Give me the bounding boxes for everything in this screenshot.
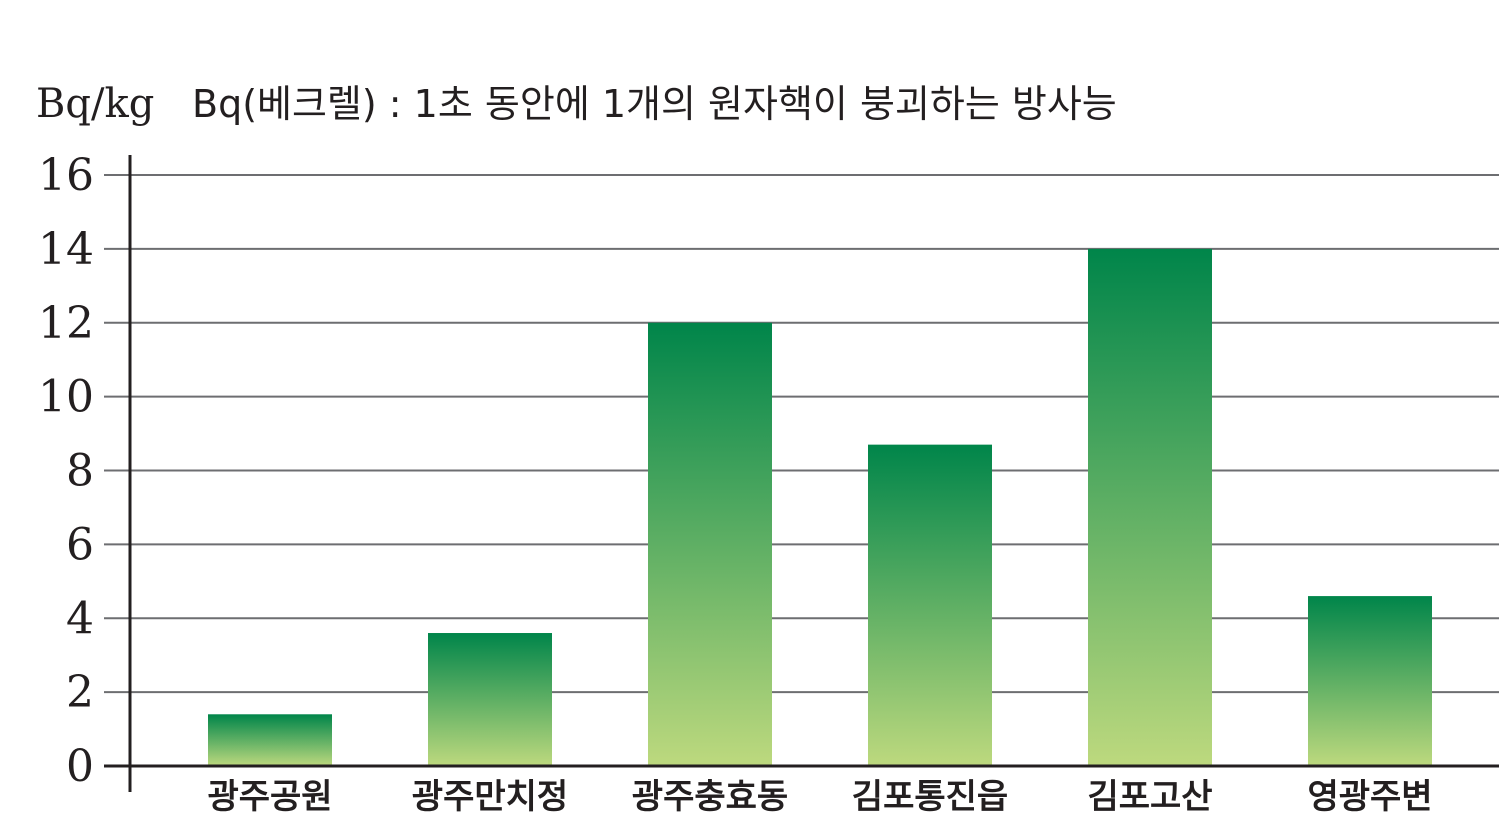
x-category-label: 광주공원 [207, 777, 332, 816]
x-category-label: 광주만치정 [412, 777, 568, 816]
definition-note: Bq(베크렐) : 1초 동안에 1개의 원자핵이 붕괴하는 방사능 [192, 82, 1117, 126]
y-tick-label: 4 [66, 593, 94, 644]
bar [648, 322, 772, 766]
bar [1088, 248, 1212, 766]
x-category-label: 김포통진읍 [852, 777, 1008, 816]
grid-lines [104, 174, 1499, 694]
bar [208, 714, 332, 766]
bar [1308, 596, 1432, 766]
y-unit-label: Bq/kg [36, 81, 154, 127]
y-tick-label: 8 [66, 446, 94, 497]
y-tick-label: 16 [38, 150, 94, 201]
y-tick-label: 2 [66, 667, 94, 718]
x-category-label: 광주충효동 [632, 777, 788, 816]
y-tick-label: 6 [66, 519, 94, 570]
x-category-label: 김포고산 [1087, 777, 1212, 816]
bar [868, 444, 992, 766]
y-tick-label: 12 [38, 298, 94, 349]
y-tick-label: 10 [38, 372, 94, 423]
y-tick-label: 0 [66, 741, 94, 792]
y-axis-ticks: 0 2 4 6 8 10 12 14 16 [38, 150, 94, 792]
x-axis-categories: 광주공원 광주만치정 광주충효동 김포통진읍 김포고산 영광주변 [207, 777, 1432, 816]
bar [428, 633, 552, 766]
x-category-label: 영광주변 [1307, 777, 1432, 816]
bars [208, 248, 1432, 766]
y-tick-label: 14 [38, 224, 94, 275]
